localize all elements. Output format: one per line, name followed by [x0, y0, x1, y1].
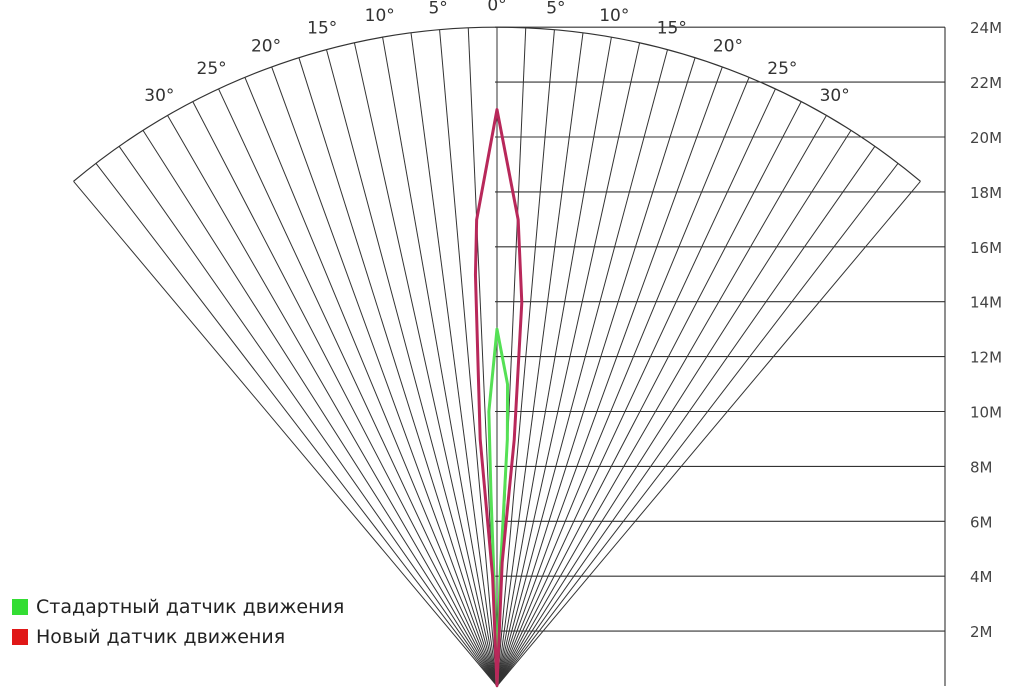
angle-tick-label: 5°	[546, 0, 565, 18]
angle-ray	[95, 163, 498, 687]
distance-gridlines	[495, 26, 946, 686]
angle-ray	[218, 88, 498, 687]
angle-ray	[167, 115, 498, 687]
series-point-0	[489, 492, 493, 496]
angle-ray	[496, 42, 641, 687]
series-point-1	[520, 301, 523, 304]
legend-label-standard: Стадартный датчик движения	[36, 596, 345, 618]
angle-ray	[326, 49, 498, 687]
distance-tick-label: 14M	[970, 294, 1002, 312]
distance-tick-label: 20M	[970, 129, 1002, 147]
series-point-1	[491, 575, 494, 578]
distance-tick-labels: 2M 4M 6M 8M 10M 12M 14M 16M 18M 20M 22M 24M	[970, 19, 1002, 641]
series-point-0	[495, 327, 499, 331]
angle-ray	[298, 57, 498, 687]
legend: Стадартный датчик движения Новый датчик …	[12, 592, 344, 652]
angle-ray	[496, 146, 876, 687]
angle-ray	[192, 101, 498, 687]
angle-tick-label: 15°	[657, 19, 687, 39]
angle-ray	[496, 163, 899, 687]
angle-ray	[496, 57, 696, 687]
series-point-0	[506, 383, 509, 386]
series-point-1	[475, 218, 478, 221]
angle-ray	[496, 49, 668, 687]
legend-item-new: Новый датчик движения	[12, 622, 344, 652]
angle-ray	[496, 130, 852, 687]
series-point-0	[506, 437, 509, 441]
series-layer	[473, 108, 524, 688]
legend-item-standard: Стадартный датчик движения	[12, 592, 344, 622]
distance-tick-label: 24M	[970, 19, 1002, 37]
angle-ray	[118, 146, 498, 687]
angle-ray	[496, 88, 776, 687]
distance-tick-label: 6M	[970, 513, 993, 531]
series-point-1	[495, 108, 499, 111]
series-point-1	[495, 684, 499, 688]
angle-ray	[382, 37, 498, 687]
angle-tick-label: 30°	[820, 86, 850, 106]
legend-swatch-new	[12, 629, 28, 645]
angle-ray	[244, 77, 498, 687]
angle-ray	[496, 115, 827, 687]
angle-ray	[496, 29, 555, 687]
series-point-1	[500, 561, 504, 564]
distance-tick-label: 18M	[970, 184, 1002, 202]
angle-tick-label: 20°	[713, 36, 743, 56]
distance-tick-label: 22M	[970, 74, 1002, 92]
distance-tick-label: 4M	[970, 568, 993, 586]
legend-swatch-standard	[12, 599, 28, 615]
angle-ray	[496, 32, 584, 687]
distance-tick-label: 12M	[970, 349, 1002, 367]
angle-ray	[439, 29, 498, 687]
series-point-0	[487, 410, 491, 413]
angle-ray	[496, 66, 723, 687]
series-point-1	[478, 438, 482, 441]
distance-tick-label: 2M	[970, 623, 993, 641]
angle-rays	[73, 27, 921, 687]
angle-ray	[496, 37, 612, 687]
angle-ray	[496, 77, 750, 687]
angle-tick-labels: 30° 25° 20° 15° 10° 5° 0° 5° 10° 15° 20° 25° 30°	[144, 0, 849, 106]
angle-ray	[271, 66, 498, 687]
angle-tick-label: 20°	[251, 36, 281, 56]
angle-tick-label: 25°	[197, 59, 227, 79]
distance-tick-label: 8M	[970, 458, 993, 476]
angle-ray	[496, 181, 921, 687]
angle-ray	[142, 130, 498, 687]
angle-tick-label: 0°	[487, 0, 506, 16]
series-point-1	[513, 438, 516, 441]
angle-tick-label: 15°	[307, 19, 337, 39]
series-point-1	[474, 273, 477, 277]
angle-tick-label: 10°	[599, 6, 629, 26]
angle-ray	[410, 32, 498, 687]
angle-tick-label: 10°	[365, 6, 395, 26]
legend-label-new: Новый датчик движения	[36, 626, 286, 648]
distance-tick-label: 16M	[970, 239, 1002, 257]
angle-tick-label: 30°	[144, 86, 174, 106]
series-point-1	[516, 218, 520, 222]
angle-tick-label: 25°	[767, 59, 797, 79]
distance-tick-label: 10M	[970, 404, 1002, 422]
angle-ray	[353, 42, 498, 687]
angle-ray	[496, 101, 802, 687]
angle-tick-label: 5°	[428, 0, 447, 18]
outer-arc	[73, 26, 921, 182]
angle-ray	[73, 181, 498, 687]
